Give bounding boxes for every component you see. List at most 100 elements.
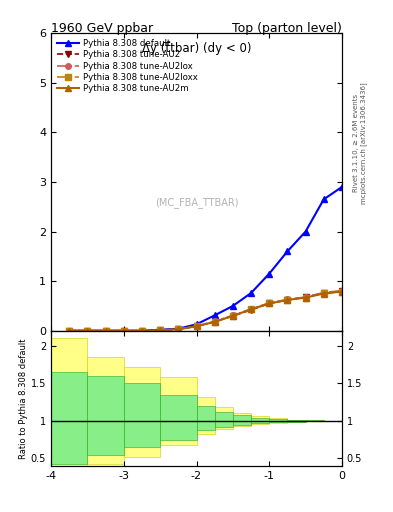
Pythia 8.308 tune-AU2 <box>231 313 235 319</box>
Pythia 8.308 tune-AU2loxx <box>194 323 199 329</box>
Bar <box>196 406 215 430</box>
Pythia 8.308 default <box>231 303 235 309</box>
Pythia 8.308 tune-AU2loxx <box>140 328 144 334</box>
Pythia 8.308 tune-AU2loxx <box>212 319 217 325</box>
Pythia 8.308 tune-AU2 <box>212 319 217 325</box>
Pythia 8.308 default <box>121 328 126 334</box>
Text: Δy (t̅tbar) (dy < 0): Δy (t̅tbar) (dy < 0) <box>142 42 251 55</box>
Pythia 8.308 tune-AU2m <box>285 297 290 303</box>
Pythia 8.308 tune-AU2lox <box>67 328 72 334</box>
Pythia 8.308 tune-AU2lox <box>103 328 108 334</box>
Text: Top (parton level): Top (parton level) <box>232 22 342 34</box>
Pythia 8.308 tune-AU2loxx <box>103 328 108 334</box>
Pythia 8.308 tune-AU2loxx <box>67 328 72 334</box>
Bar <box>124 383 160 447</box>
Line: Pythia 8.308 tune-AU2: Pythia 8.308 tune-AU2 <box>66 288 345 333</box>
Text: (MC_FBA_TTBAR): (MC_FBA_TTBAR) <box>155 197 238 208</box>
Bar <box>233 415 251 424</box>
Bar <box>215 412 233 427</box>
Pythia 8.308 default <box>140 328 144 334</box>
Pythia 8.308 tune-AU2lox <box>249 306 253 312</box>
Pythia 8.308 tune-AU2lox <box>340 288 344 294</box>
Pythia 8.308 tune-AU2loxx <box>303 294 308 301</box>
Pythia 8.308 tune-AU2m <box>321 290 326 296</box>
Bar <box>160 395 196 440</box>
Line: Pythia 8.308 tune-AU2loxx: Pythia 8.308 tune-AU2loxx <box>66 289 345 333</box>
Bar <box>160 377 196 445</box>
Line: Pythia 8.308 tune-AU2m: Pythia 8.308 tune-AU2m <box>66 289 345 333</box>
Pythia 8.308 tune-AU2m <box>176 326 181 332</box>
Pythia 8.308 tune-AU2m <box>303 294 308 301</box>
Pythia 8.308 tune-AU2lox <box>231 312 235 318</box>
Bar <box>51 338 88 470</box>
Pythia 8.308 tune-AU2 <box>321 290 326 296</box>
Pythia 8.308 default <box>303 228 308 234</box>
Bar <box>215 407 233 429</box>
Bar <box>269 419 287 422</box>
Pythia 8.308 tune-AU2 <box>176 326 181 332</box>
Bar <box>51 372 88 464</box>
Pythia 8.308 tune-AU2m <box>158 327 163 333</box>
Y-axis label: Ratio to Pythia 8.308 default: Ratio to Pythia 8.308 default <box>19 338 28 459</box>
Bar <box>88 357 124 464</box>
Pythia 8.308 tune-AU2lox <box>267 300 272 306</box>
Pythia 8.308 tune-AU2m <box>103 328 108 334</box>
Pythia 8.308 tune-AU2loxx <box>340 288 344 294</box>
Bar <box>88 376 124 455</box>
Pythia 8.308 default <box>285 248 290 254</box>
Bar <box>233 413 251 426</box>
Bar <box>251 418 269 423</box>
Text: mcplots.cern.ch [arXiv:1306.3436]: mcplots.cern.ch [arXiv:1306.3436] <box>360 82 367 204</box>
Pythia 8.308 tune-AU2lox <box>212 318 217 325</box>
Pythia 8.308 tune-AU2loxx <box>321 290 326 296</box>
Pythia 8.308 tune-AU2loxx <box>176 326 181 332</box>
Pythia 8.308 default <box>321 196 326 202</box>
Bar <box>306 420 324 421</box>
Pythia 8.308 tune-AU2m <box>121 328 126 334</box>
Pythia 8.308 default <box>194 321 199 327</box>
Bar <box>251 416 269 424</box>
Bar <box>196 397 215 434</box>
Pythia 8.308 tune-AU2m <box>267 301 272 307</box>
Pythia 8.308 tune-AU2loxx <box>121 328 126 334</box>
Pythia 8.308 tune-AU2m <box>231 313 235 319</box>
Pythia 8.308 default <box>85 328 90 334</box>
Pythia 8.308 default <box>103 328 108 334</box>
Pythia 8.308 tune-AU2 <box>67 328 72 334</box>
Pythia 8.308 tune-AU2loxx <box>249 306 253 312</box>
Bar <box>287 420 306 421</box>
Pythia 8.308 tune-AU2 <box>194 323 199 329</box>
Pythia 8.308 default <box>249 290 253 296</box>
Pythia 8.308 tune-AU2 <box>85 328 90 334</box>
Text: 1960 GeV ppbar: 1960 GeV ppbar <box>51 22 153 34</box>
Pythia 8.308 tune-AU2 <box>303 294 308 300</box>
Pythia 8.308 tune-AU2m <box>67 328 72 334</box>
Pythia 8.308 tune-AU2loxx <box>158 327 163 333</box>
Pythia 8.308 default <box>67 328 72 334</box>
Pythia 8.308 tune-AU2loxx <box>285 297 290 303</box>
Pythia 8.308 tune-AU2m <box>249 306 253 312</box>
Bar <box>306 420 324 421</box>
Pythia 8.308 tune-AU2 <box>121 328 126 334</box>
Pythia 8.308 tune-AU2m <box>140 328 144 334</box>
Pythia 8.308 default <box>176 326 181 332</box>
Pythia 8.308 default <box>158 327 163 333</box>
Text: Rivet 3.1.10, ≥ 2.6M events: Rivet 3.1.10, ≥ 2.6M events <box>353 94 359 193</box>
Pythia 8.308 tune-AU2m <box>340 288 344 294</box>
Pythia 8.308 tune-AU2lox <box>321 289 326 295</box>
Pythia 8.308 tune-AU2lox <box>140 328 144 334</box>
Pythia 8.308 tune-AU2 <box>267 301 272 307</box>
Pythia 8.308 tune-AU2m <box>85 328 90 334</box>
Pythia 8.308 tune-AU2loxx <box>231 313 235 319</box>
Pythia 8.308 tune-AU2 <box>158 327 163 333</box>
Pythia 8.308 tune-AU2lox <box>158 327 163 333</box>
Pythia 8.308 tune-AU2lox <box>303 294 308 300</box>
Pythia 8.308 tune-AU2lox <box>176 326 181 332</box>
Pythia 8.308 tune-AU2loxx <box>267 301 272 307</box>
Pythia 8.308 tune-AU2 <box>103 328 108 334</box>
Legend: Pythia 8.308 default, Pythia 8.308 tune-AU2, Pythia 8.308 tune-AU2lox, Pythia 8.: Pythia 8.308 default, Pythia 8.308 tune-… <box>55 37 200 95</box>
Bar <box>269 418 287 423</box>
Pythia 8.308 tune-AU2 <box>340 288 344 294</box>
Pythia 8.308 default <box>212 312 217 318</box>
Pythia 8.308 tune-AU2 <box>249 307 253 313</box>
